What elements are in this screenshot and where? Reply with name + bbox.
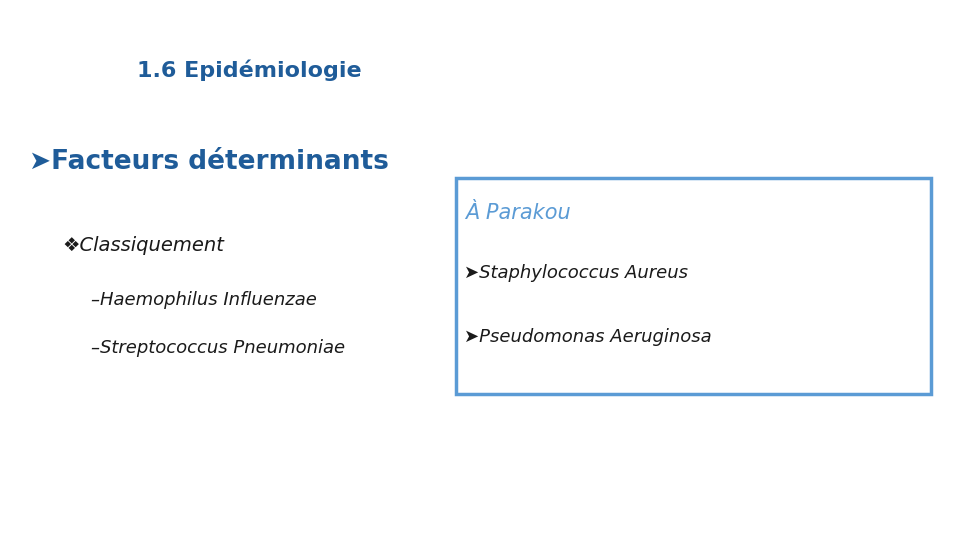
Text: ➤Facteurs déterminants: ➤Facteurs déterminants bbox=[29, 149, 389, 175]
Text: ❖Classiquement: ❖Classiquement bbox=[62, 236, 225, 255]
Text: ➤Pseudomonas Aeruginosa: ➤Pseudomonas Aeruginosa bbox=[464, 328, 711, 347]
Text: 1.6 Epidémiologie: 1.6 Epidémiologie bbox=[137, 59, 362, 81]
Text: –Haemophilus Influenzae: –Haemophilus Influenzae bbox=[91, 291, 317, 309]
Text: À Parakou: À Parakou bbox=[466, 203, 571, 224]
Text: –Streptococcus Pneumoniae: –Streptococcus Pneumoniae bbox=[91, 339, 346, 357]
FancyBboxPatch shape bbox=[456, 178, 931, 394]
Text: ➤Staphylococcus Aureus: ➤Staphylococcus Aureus bbox=[464, 264, 687, 282]
